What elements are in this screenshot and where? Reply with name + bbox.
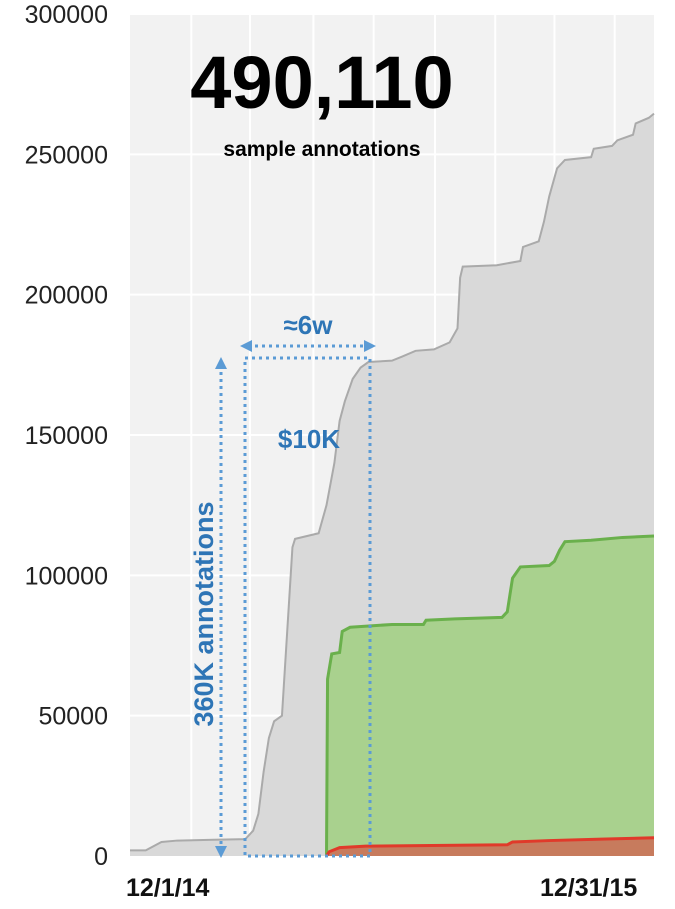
horizontal-arrowhead-left [240, 340, 252, 352]
y-tick-label: 300000 [25, 1, 108, 29]
six-week-window-box [243, 356, 372, 858]
area-fill-series-3 [326, 837, 654, 856]
y-tick-label: 50000 [38, 703, 108, 731]
y-tick-label: 0 [94, 843, 108, 871]
vertical-annotation-count-label: 360K annotations [189, 501, 219, 726]
y-axis-tick-labels: 0 50000 100000 150000 200000 250000 300000 [25, 1, 108, 871]
annotation-markers [219, 344, 372, 858]
y-tick-label: 150000 [25, 422, 108, 450]
y-tick-label: 100000 [25, 562, 108, 590]
vertical-arrowhead-bottom [215, 846, 227, 858]
area-line-series-1 [130, 112, 655, 852]
area-fill-series-2 [326, 536, 654, 856]
y-tick-label: 200000 [25, 282, 108, 310]
total-annotations-number: 490,110 [190, 41, 453, 124]
total-annotations-label: sample annotations [223, 138, 420, 161]
x-tick-label-end: 12/31/15 [540, 874, 637, 902]
area-line-series-2 [325, 534, 655, 857]
y-tick-label: 250000 [25, 141, 108, 169]
vertical-arrowhead-top [215, 357, 227, 369]
area-line-series-3 [325, 836, 655, 857]
annotation-arrowheads [215, 340, 376, 858]
six-week-label: ≈6w [284, 310, 334, 340]
horizontal-arrowhead-right [364, 340, 376, 352]
x-tick-label-start: 12/1/14 [126, 874, 210, 902]
area-series [130, 112, 655, 857]
cost-label: $10K [278, 424, 340, 454]
